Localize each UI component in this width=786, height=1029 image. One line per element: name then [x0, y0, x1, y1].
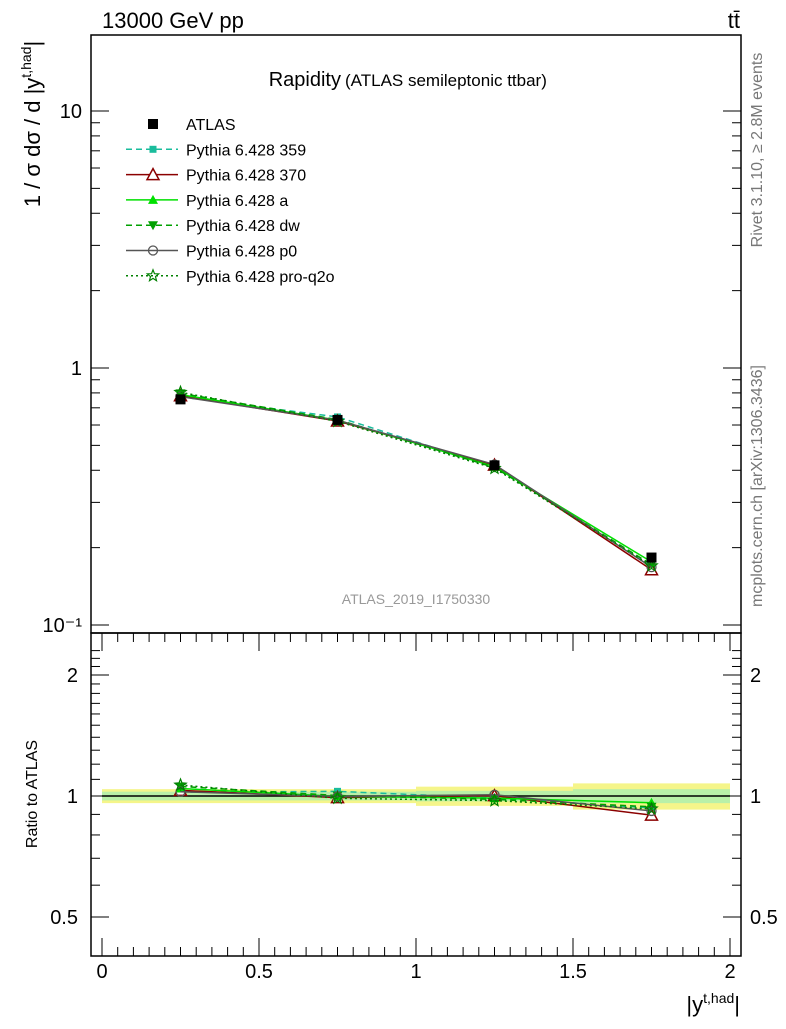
legend-label: Pythia 6.428 pro-q2o: [186, 269, 335, 286]
main-subtitle: (ATLAS semileptonic ttbar): [345, 71, 547, 90]
ratio-series-point: [330, 790, 345, 805]
ratio-y-tick-label-right: 1: [750, 786, 761, 808]
series-point: [175, 389, 186, 399]
analysis-watermark: ATLAS_2019_I1750330: [342, 591, 491, 607]
legend-marker: [145, 268, 161, 283]
rivet-label: Rivet 3.1.10, ≥ 2.8M events: [749, 53, 766, 248]
ratio-y-axis-label: Ratio to ATLAS: [24, 740, 41, 848]
ratio-panel: 0.5 0.5 1 1 2 2 0 0.5 1 1.5 2 Ratio to ATLAS |yt,h…: [24, 632, 778, 1017]
y-tick-label: 10⁻¹: [43, 615, 83, 637]
legend-marker-atlas: [148, 119, 158, 129]
ratio-series-point: [646, 802, 657, 812]
ratio-series-line: [180, 790, 652, 812]
mcplots-label: mcplots.cern.ch [arXiv:1306.3436]: [749, 365, 766, 607]
legend-label: Pythia 6.428 a: [186, 193, 288, 210]
x-tick-label: 0: [96, 961, 107, 983]
ratio-series-layer: [173, 777, 659, 821]
data-point: [489, 460, 500, 471]
legend-label: Pythia 6.428 dw: [186, 218, 300, 235]
ratio-series-line: [180, 784, 652, 810]
data-point: [646, 552, 657, 563]
ratio-y-tick-label: 2: [67, 665, 78, 687]
legend-marker: [149, 145, 157, 153]
ratio-y-tick-label: 1: [67, 786, 78, 808]
legend-label: ATLAS: [186, 117, 236, 134]
ratio-series-point: [173, 777, 188, 792]
x-tick-label: 1.5: [559, 961, 587, 983]
series-line: [180, 396, 652, 566]
energy-label: 13000 GeV pp: [102, 8, 244, 33]
x-tick-label: 0.5: [245, 961, 273, 983]
ratio-ticks: [91, 633, 741, 956]
series-line: [180, 391, 652, 567]
ratio-tick-labels: 0.5 0.5 1 1 2 2 0 0.5 1 1.5 2: [50, 665, 778, 983]
process-label: tt̄: [728, 8, 740, 33]
main-y-tick-labels: 10⁻¹ 1 10: [43, 101, 83, 637]
y-tick-label: 10: [60, 101, 82, 123]
ratio-series-point: [487, 792, 502, 807]
data-point: [175, 394, 186, 405]
atlas-data-layer: [175, 394, 657, 563]
x-tick-label: 2: [724, 961, 735, 983]
series-point: [646, 561, 657, 573]
data-point: [332, 414, 343, 425]
series-line: [180, 392, 652, 566]
legend-label: Pythia 6.428 370: [186, 168, 306, 185]
main-y-ticks: [91, 110, 741, 626]
main-panel: 10⁻¹ 1 10 Rapidity (ATLAS semileptonic ttb…: [18, 34, 742, 637]
x-tick-label: 1: [410, 961, 421, 983]
ratio-series-point: [489, 789, 500, 800]
x-axis-label: |yt,had|: [686, 990, 740, 1017]
legend-label: Pythia 6.428 359: [186, 142, 306, 159]
series-line: [180, 393, 652, 563]
legend: ATLAS Pythia 6.428 359 Pythia 6.428 370 Pyt…: [126, 117, 335, 286]
y-tick-label: 1: [71, 358, 82, 380]
main-y-axis-label: 1 / σ dσ / d |yt,had|: [18, 41, 45, 207]
ratio-y-tick-label-right: 0.5: [750, 907, 778, 929]
legend-label: Pythia 6.428 p0: [186, 244, 297, 261]
ratio-series-point: [644, 801, 659, 816]
series-line: [180, 395, 652, 568]
series-line: [180, 394, 652, 571]
legend-marker: [148, 194, 158, 204]
ratio-y-tick-label-right: 2: [750, 665, 761, 687]
ratio-y-tick-label: 0.5: [50, 907, 78, 929]
legend-marker: [145, 167, 161, 181]
main-title: Rapidity: [269, 69, 341, 91]
main-series-layer: [173, 384, 659, 576]
series-point: [644, 558, 659, 572]
legend-marker: [148, 221, 158, 231]
legend-marker: [147, 245, 159, 256]
ratio-series-point: [646, 805, 657, 817]
